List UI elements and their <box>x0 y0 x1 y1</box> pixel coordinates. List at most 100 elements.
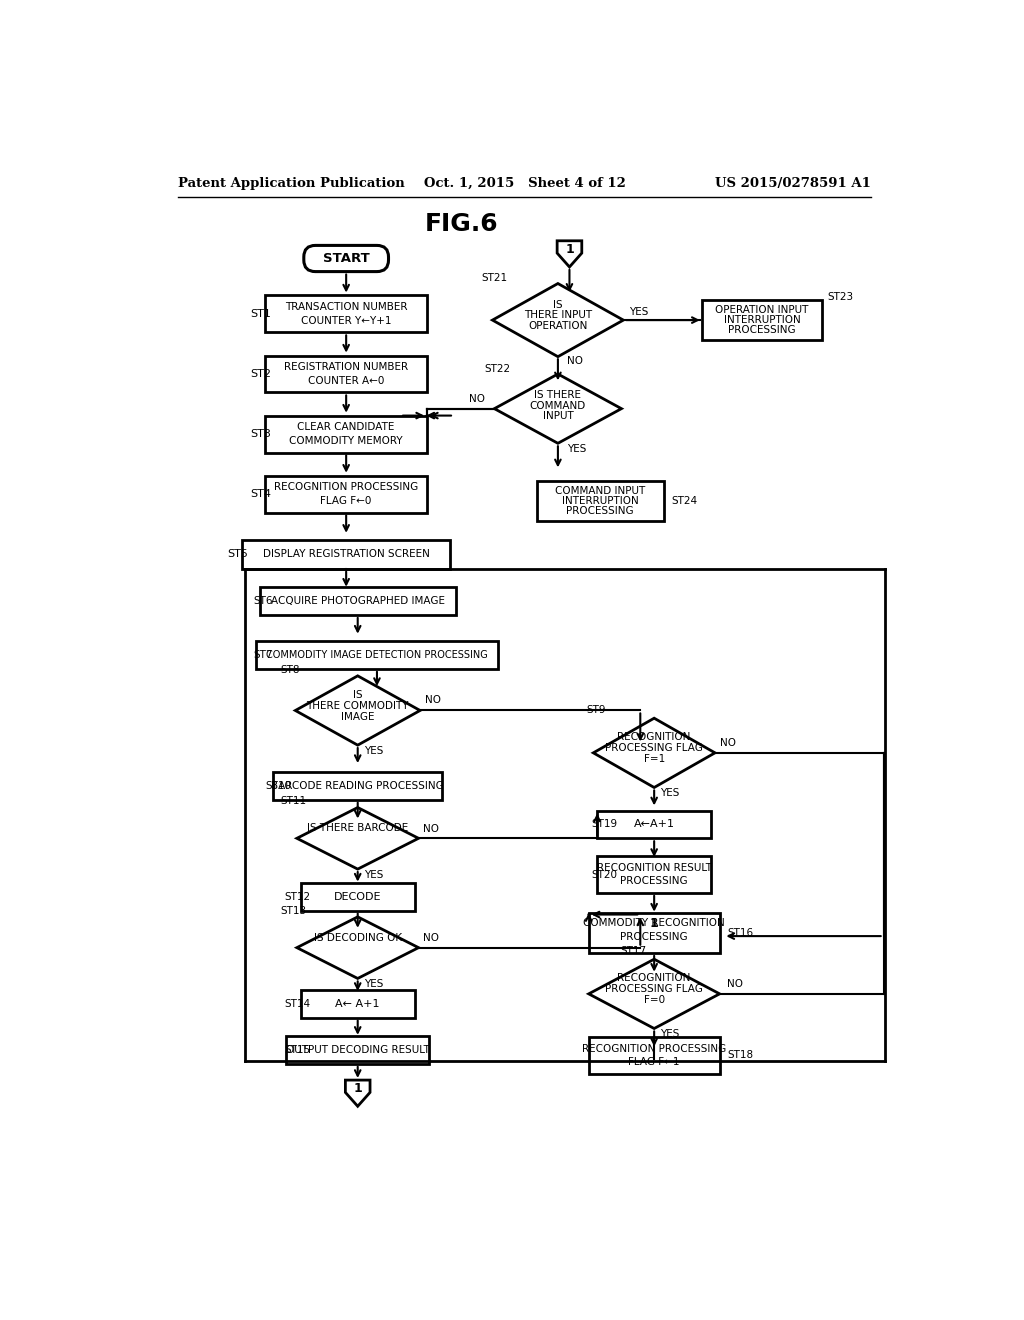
Text: ST1: ST1 <box>250 309 270 319</box>
Text: ST22: ST22 <box>484 363 511 374</box>
Text: RECOGNITION PROCESSING: RECOGNITION PROCESSING <box>582 1044 726 1053</box>
Text: YES: YES <box>364 746 383 755</box>
Text: ST15: ST15 <box>285 1045 310 1055</box>
FancyBboxPatch shape <box>301 990 415 1018</box>
Text: F=1: F=1 <box>643 754 665 764</box>
Text: ST10: ST10 <box>265 781 291 791</box>
Text: REGISTRATION NUMBER: REGISTRATION NUMBER <box>284 362 409 372</box>
Text: INPUT: INPUT <box>543 412 573 421</box>
Text: FLAG F←0: FLAG F←0 <box>321 496 372 506</box>
Text: COMMODITY IMAGE DETECTION PROCESSING: COMMODITY IMAGE DETECTION PROCESSING <box>266 649 487 660</box>
Text: IS DECODING OK: IS DECODING OK <box>313 933 401 942</box>
FancyBboxPatch shape <box>273 772 442 800</box>
FancyBboxPatch shape <box>265 475 427 512</box>
Text: 1: 1 <box>353 1082 362 1096</box>
Text: 1: 1 <box>650 916 658 929</box>
Text: Patent Application Publication: Patent Application Publication <box>178 177 406 190</box>
Text: ST13: ST13 <box>281 906 307 916</box>
Text: ST23: ST23 <box>827 292 854 302</box>
Text: Oct. 1, 2015   Sheet 4 of 12: Oct. 1, 2015 Sheet 4 of 12 <box>424 177 626 190</box>
FancyBboxPatch shape <box>301 883 415 911</box>
Polygon shape <box>593 718 715 788</box>
Text: DISPLAY REGISTRATION SCREEN: DISPLAY REGISTRATION SCREEN <box>263 549 430 560</box>
Text: FLAG F←1: FLAG F←1 <box>629 1057 680 1068</box>
Polygon shape <box>345 1080 370 1106</box>
Text: COMMODITY RECOGNITION: COMMODITY RECOGNITION <box>584 917 725 928</box>
Text: ST14: ST14 <box>285 999 310 1008</box>
Text: NO: NO <box>720 738 735 748</box>
Polygon shape <box>297 917 419 978</box>
FancyBboxPatch shape <box>589 1038 720 1074</box>
Text: IS THERE: IS THERE <box>535 389 582 400</box>
Text: ST19: ST19 <box>591 820 617 829</box>
Text: START: START <box>323 252 370 265</box>
Text: PROCESSING: PROCESSING <box>621 932 688 942</box>
Text: THERE INPUT: THERE INPUT <box>524 310 592 321</box>
Text: ST12: ST12 <box>285 892 310 902</box>
Text: PROCESSING FLAG: PROCESSING FLAG <box>605 985 703 994</box>
FancyBboxPatch shape <box>702 300 821 341</box>
Text: IS: IS <box>553 300 563 310</box>
Text: ST4: ST4 <box>250 490 271 499</box>
Text: DECODE: DECODE <box>334 892 382 902</box>
Text: NO: NO <box>423 824 439 834</box>
Text: PROCESSING FLAG: PROCESSING FLAG <box>605 743 703 754</box>
Text: YES: YES <box>660 788 680 797</box>
Text: ACQUIRE PHOTOGRAPHED IMAGE: ACQUIRE PHOTOGRAPHED IMAGE <box>270 597 444 606</box>
Text: COUNTER A←0: COUNTER A←0 <box>308 376 384 385</box>
Text: ST16: ST16 <box>727 928 754 939</box>
Text: OPERATION: OPERATION <box>528 321 588 331</box>
Text: IS THERE BARCODE: IS THERE BARCODE <box>307 824 409 833</box>
Text: ST11: ST11 <box>281 796 307 807</box>
Text: IMAGE: IMAGE <box>341 711 375 722</box>
FancyBboxPatch shape <box>256 642 499 669</box>
Text: ST7: ST7 <box>254 649 273 660</box>
Text: ST6: ST6 <box>254 597 273 606</box>
Text: A←A+1: A←A+1 <box>634 820 675 829</box>
Text: YES: YES <box>629 308 648 317</box>
Text: ST17: ST17 <box>621 946 646 957</box>
Text: 1: 1 <box>565 243 573 256</box>
Text: RECOGNITION: RECOGNITION <box>617 733 691 742</box>
Text: CLEAR CANDIDATE: CLEAR CANDIDATE <box>298 422 395 432</box>
Polygon shape <box>589 960 720 1028</box>
Text: RECOGNITION: RECOGNITION <box>617 973 691 983</box>
Text: NO: NO <box>567 356 583 366</box>
FancyBboxPatch shape <box>589 913 720 953</box>
Text: NO: NO <box>425 696 441 705</box>
Text: PROCESSING: PROCESSING <box>566 506 634 516</box>
Text: ST21: ST21 <box>481 273 507 282</box>
Text: US 2015/0278591 A1: US 2015/0278591 A1 <box>716 177 871 190</box>
Polygon shape <box>642 915 667 941</box>
Text: YES: YES <box>364 870 383 879</box>
FancyBboxPatch shape <box>597 810 711 838</box>
Polygon shape <box>493 284 624 356</box>
Polygon shape <box>557 240 582 267</box>
Text: THERE COMMODITY: THERE COMMODITY <box>306 701 409 711</box>
FancyBboxPatch shape <box>597 857 711 892</box>
Text: COMMAND INPUT: COMMAND INPUT <box>555 486 645 496</box>
Text: RECOGNITION PROCESSING: RECOGNITION PROCESSING <box>274 482 418 492</box>
Text: ST9: ST9 <box>587 705 606 715</box>
Text: PROCESSING: PROCESSING <box>728 325 796 335</box>
Text: ST8: ST8 <box>281 665 300 676</box>
Text: OUTPUT DECODING RESULT: OUTPUT DECODING RESULT <box>286 1045 430 1055</box>
Text: ST5: ST5 <box>226 549 248 560</box>
FancyBboxPatch shape <box>265 296 427 333</box>
Text: YES: YES <box>364 979 383 989</box>
Text: ST18: ST18 <box>727 1051 754 1060</box>
Polygon shape <box>295 676 420 744</box>
FancyBboxPatch shape <box>537 480 664 521</box>
Polygon shape <box>297 808 419 869</box>
FancyBboxPatch shape <box>287 1036 429 1064</box>
Text: A← A+1: A← A+1 <box>336 999 380 1008</box>
Text: RECOGNITION RESULT: RECOGNITION RESULT <box>597 862 712 873</box>
Text: FIG.6: FIG.6 <box>425 211 499 236</box>
Text: OPERATION INPUT: OPERATION INPUT <box>716 305 809 315</box>
Text: COMMAND: COMMAND <box>529 400 586 411</box>
FancyBboxPatch shape <box>243 540 451 569</box>
FancyBboxPatch shape <box>259 587 456 615</box>
Text: NO: NO <box>469 395 484 404</box>
Text: F=0: F=0 <box>644 995 665 1005</box>
Text: NO: NO <box>423 933 439 944</box>
